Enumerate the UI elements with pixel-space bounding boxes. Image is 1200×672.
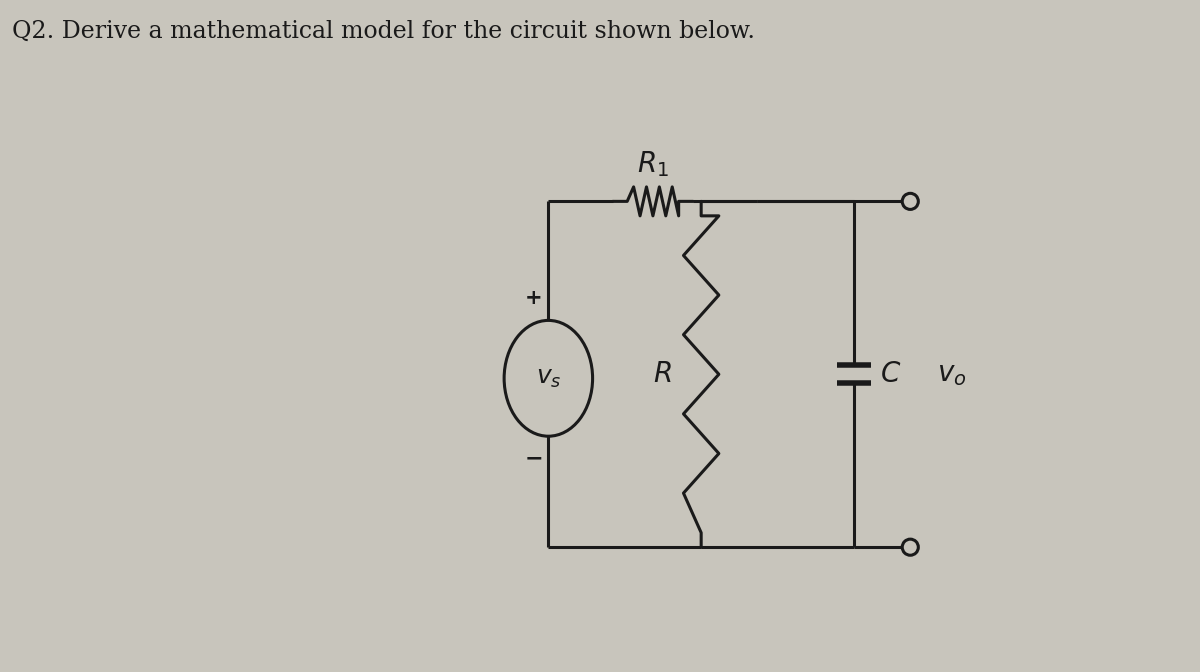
Text: $v_s$: $v_s$ [535,367,562,390]
Text: Q2. Derive a mathematical model for the circuit shown below.: Q2. Derive a mathematical model for the … [12,20,755,43]
Text: $R_1$: $R_1$ [637,149,668,179]
Text: $C$: $C$ [880,361,901,388]
Text: +: + [526,288,542,308]
Circle shape [902,539,918,555]
Circle shape [902,194,918,210]
Text: $R$: $R$ [653,361,672,388]
Text: $v_o$: $v_o$ [937,361,967,388]
Text: −: − [524,449,544,469]
